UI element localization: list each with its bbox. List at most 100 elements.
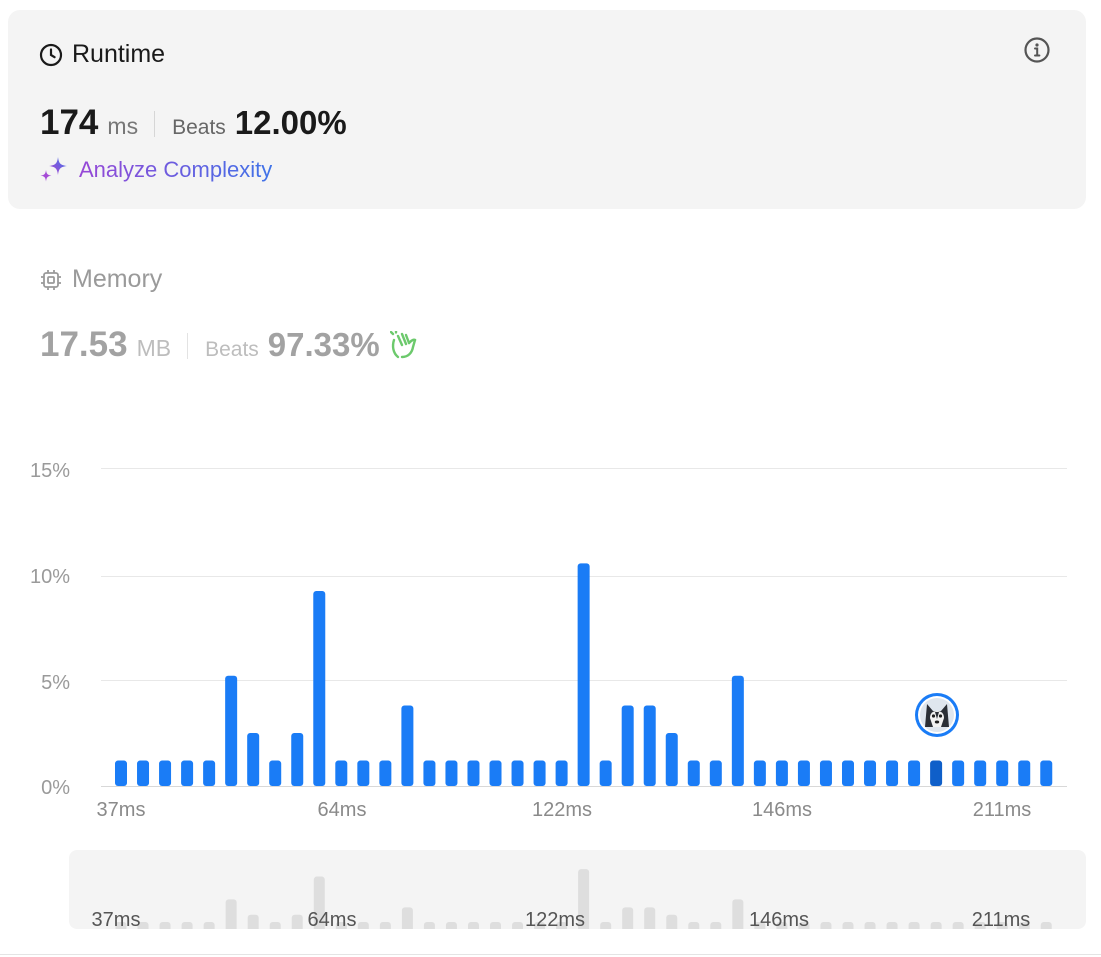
chart-bar[interactable] xyxy=(643,705,656,786)
navigator-bar xyxy=(842,922,854,929)
chart-bar[interactable] xyxy=(819,760,832,786)
navigator-bar xyxy=(269,922,281,929)
navigator-bar xyxy=(534,922,546,929)
chart-bar[interactable] xyxy=(1018,760,1031,786)
chart-bar[interactable] xyxy=(797,760,810,786)
navigator-bar xyxy=(666,914,678,929)
memory-value: 17.53 xyxy=(40,325,128,364)
chart-bar[interactable] xyxy=(621,705,634,786)
sparkle-icon xyxy=(39,156,69,184)
x-tick-label: 211ms xyxy=(972,799,1032,821)
chart-bar-current[interactable] xyxy=(930,760,943,786)
navigator-bar xyxy=(137,922,149,929)
chart-bar[interactable] xyxy=(577,563,590,786)
navigator-bar xyxy=(622,907,634,929)
chart-bar[interactable] xyxy=(1040,760,1053,786)
memory-unit: MB xyxy=(136,335,172,361)
navigator-bar xyxy=(556,922,568,929)
chart-bar[interactable] xyxy=(974,760,987,786)
chart-bar[interactable] xyxy=(753,760,766,786)
navigator-tick-label: 122ms xyxy=(524,909,586,929)
navigator-bar xyxy=(798,922,810,929)
chart-bar[interactable] xyxy=(159,760,172,786)
memory-beats-value: 97.33% xyxy=(267,326,380,363)
chart-bar[interactable] xyxy=(841,760,854,786)
y-tick-label: 0% xyxy=(41,777,70,799)
range-navigator[interactable]: 37ms 64ms 122ms 146ms 211ms xyxy=(69,850,1086,929)
chart-bar[interactable] xyxy=(269,760,282,786)
chart-bar[interactable] xyxy=(335,760,348,786)
clapping-hands-icon xyxy=(389,331,420,359)
y-tick-label: 15% xyxy=(29,460,70,482)
chart-bar[interactable] xyxy=(247,733,260,786)
navigator-bar xyxy=(225,899,237,929)
x-tick-label: 146ms xyxy=(751,799,813,821)
chart-bar[interactable] xyxy=(379,760,392,786)
chart-bar[interactable] xyxy=(291,733,304,786)
analyze-complexity-label: Analyze Complexity xyxy=(79,157,273,182)
chart-bar[interactable] xyxy=(886,760,899,786)
gridline xyxy=(101,468,1067,469)
runtime-stats: 174 ms Beats 12.00% xyxy=(40,103,347,143)
chart-bar[interactable] xyxy=(137,760,150,786)
navigator-bar xyxy=(467,922,479,929)
husky-avatar-icon[interactable] xyxy=(913,691,961,739)
chart-bar[interactable] xyxy=(687,760,700,786)
x-tick-label: 37ms xyxy=(96,799,146,821)
navigator-bar xyxy=(159,922,171,929)
chart-bar[interactable] xyxy=(313,590,326,786)
chart-bar[interactable] xyxy=(952,760,965,786)
chart-bar[interactable] xyxy=(115,760,127,786)
navigator-bar xyxy=(952,922,964,929)
navigator-bar xyxy=(754,922,766,929)
chart-bar[interactable] xyxy=(489,760,502,786)
chart-bar[interactable] xyxy=(511,760,524,786)
navigator-bar xyxy=(820,922,832,929)
x-axis-line xyxy=(101,786,1067,787)
x-tick-label: 122ms xyxy=(531,799,593,821)
navigator-bar xyxy=(710,922,722,929)
chart-bar[interactable] xyxy=(599,760,612,786)
clock-icon xyxy=(39,43,63,67)
chart-bar[interactable] xyxy=(908,760,921,786)
runtime-beats-value: 12.00% xyxy=(234,104,347,141)
navigator-bar xyxy=(732,899,744,929)
x-tick-label: 64ms xyxy=(317,799,367,821)
runtime-title: Runtime xyxy=(39,40,165,69)
bottom-divider xyxy=(0,954,1101,955)
chart-bar[interactable] xyxy=(533,760,546,786)
chart-bar[interactable] xyxy=(775,760,788,786)
info-icon[interactable] xyxy=(1024,37,1050,63)
navigator-bar xyxy=(600,922,612,929)
chart-bar[interactable] xyxy=(864,760,877,786)
chart-bar[interactable] xyxy=(225,675,238,786)
chart-bar[interactable] xyxy=(445,760,458,786)
chart-bar[interactable] xyxy=(665,733,678,786)
navigator-bar xyxy=(512,922,524,929)
chip-icon xyxy=(39,268,63,292)
analyze-complexity-link[interactable]: Analyze Complexity xyxy=(39,156,272,184)
stats-divider xyxy=(154,111,156,137)
chart-bar[interactable] xyxy=(996,760,1009,786)
chart-bar[interactable] xyxy=(357,760,370,786)
navigator-bar xyxy=(247,914,259,929)
navigator-tick-label: 146ms xyxy=(748,909,810,929)
memory-title-text: Memory xyxy=(72,265,163,293)
chart-bar[interactable] xyxy=(203,760,216,786)
chart-bar[interactable] xyxy=(423,760,436,786)
navigator-bar xyxy=(203,922,215,929)
chart-bar[interactable] xyxy=(731,675,744,786)
chart-bar[interactable] xyxy=(709,760,722,786)
navigator-bar xyxy=(401,907,413,929)
navigator-bar xyxy=(379,922,391,929)
chart-bar[interactable] xyxy=(401,705,414,786)
navigator-bar xyxy=(445,922,457,929)
navigator-bar xyxy=(291,914,303,929)
memory-beats-label: Beats xyxy=(205,338,259,361)
navigator-bar xyxy=(313,876,325,929)
chart-bar[interactable] xyxy=(555,760,568,786)
chart-bar[interactable] xyxy=(181,760,194,786)
y-tick-label: 5% xyxy=(41,672,70,694)
chart-bar[interactable] xyxy=(467,760,480,786)
